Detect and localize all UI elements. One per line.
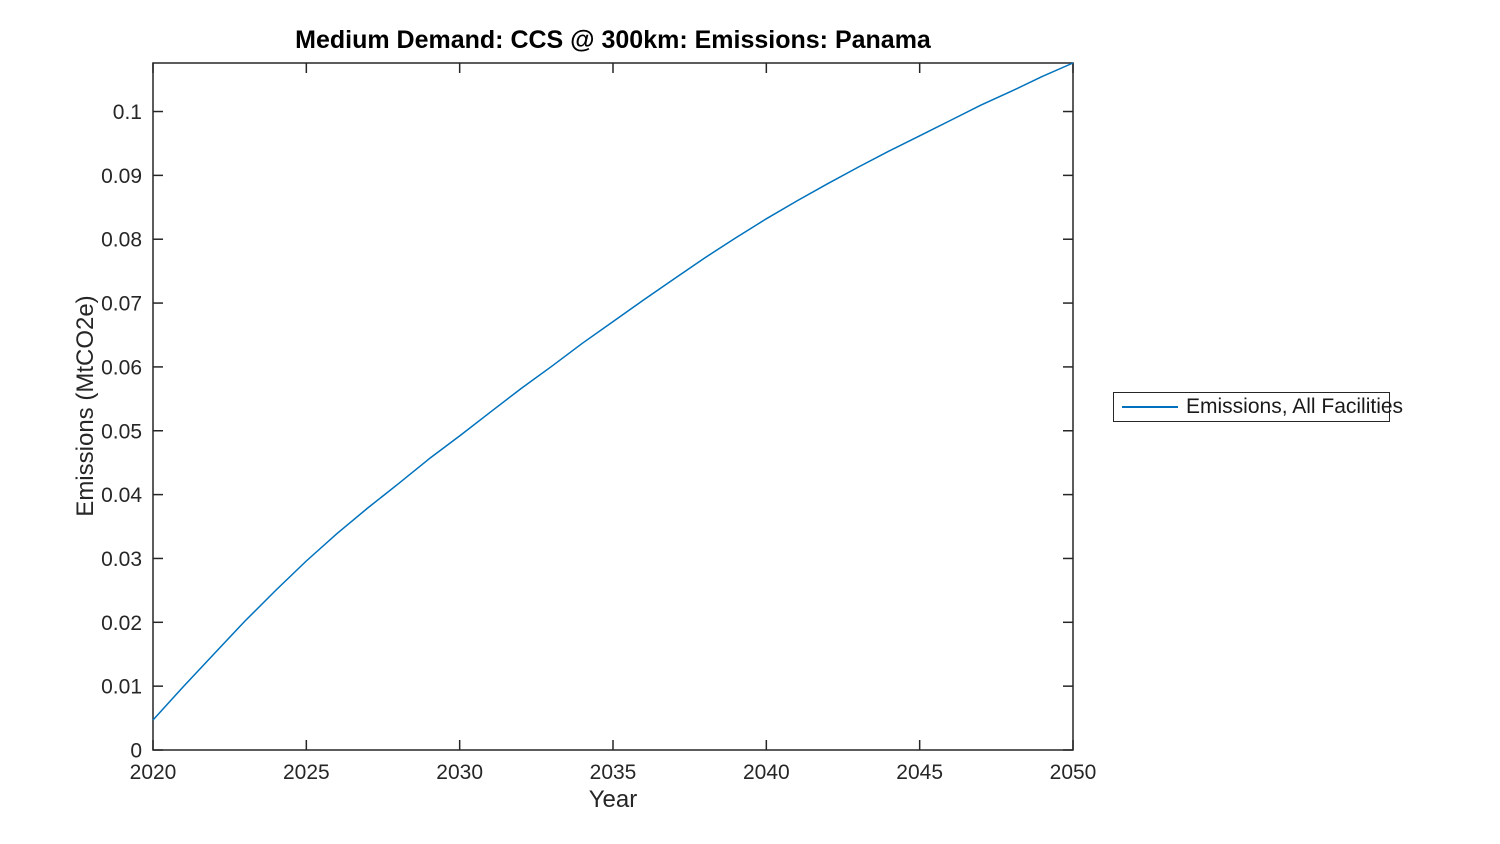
x-tick-label: 2020 <box>130 761 177 784</box>
y-tick-label: 0.03 <box>101 548 142 571</box>
legend: Emissions, All Facilities <box>1113 392 1403 422</box>
y-tick-label: 0.1 <box>113 101 142 124</box>
chart-title: Medium Demand: CCS @ 300km: Emissions: P… <box>295 26 931 54</box>
legend-line-sample <box>1122 406 1178 408</box>
x-axis-label: Year <box>588 786 638 813</box>
y-tick-label: 0 <box>130 740 142 763</box>
axes-box <box>152 62 1074 751</box>
x-tick-label: 2025 <box>283 761 330 784</box>
y-tick-label: 0.08 <box>101 229 142 252</box>
legend-label: Emissions, All Facilities <box>1186 395 1404 418</box>
x-tick-label: 2035 <box>590 761 637 784</box>
y-tick-label: 0.06 <box>101 356 142 379</box>
x-tick-label: 2040 <box>743 761 790 784</box>
emissions-line <box>152 62 1074 721</box>
y-tick-label: 0.01 <box>101 676 142 699</box>
y-axis-label: Emissions (MtCO2e) <box>72 295 99 517</box>
y-tick-label: 0.04 <box>101 484 142 507</box>
x-tick-label: 2045 <box>896 761 943 784</box>
y-tick-label: 0.05 <box>101 420 142 443</box>
x-tick-label: 2030 <box>436 761 483 784</box>
y-tick-label: 0.07 <box>101 293 142 316</box>
y-tick-label: 0.09 <box>101 165 142 188</box>
y-tick-label: 0.02 <box>101 612 142 635</box>
x-tick-label: 2050 <box>1050 761 1097 784</box>
